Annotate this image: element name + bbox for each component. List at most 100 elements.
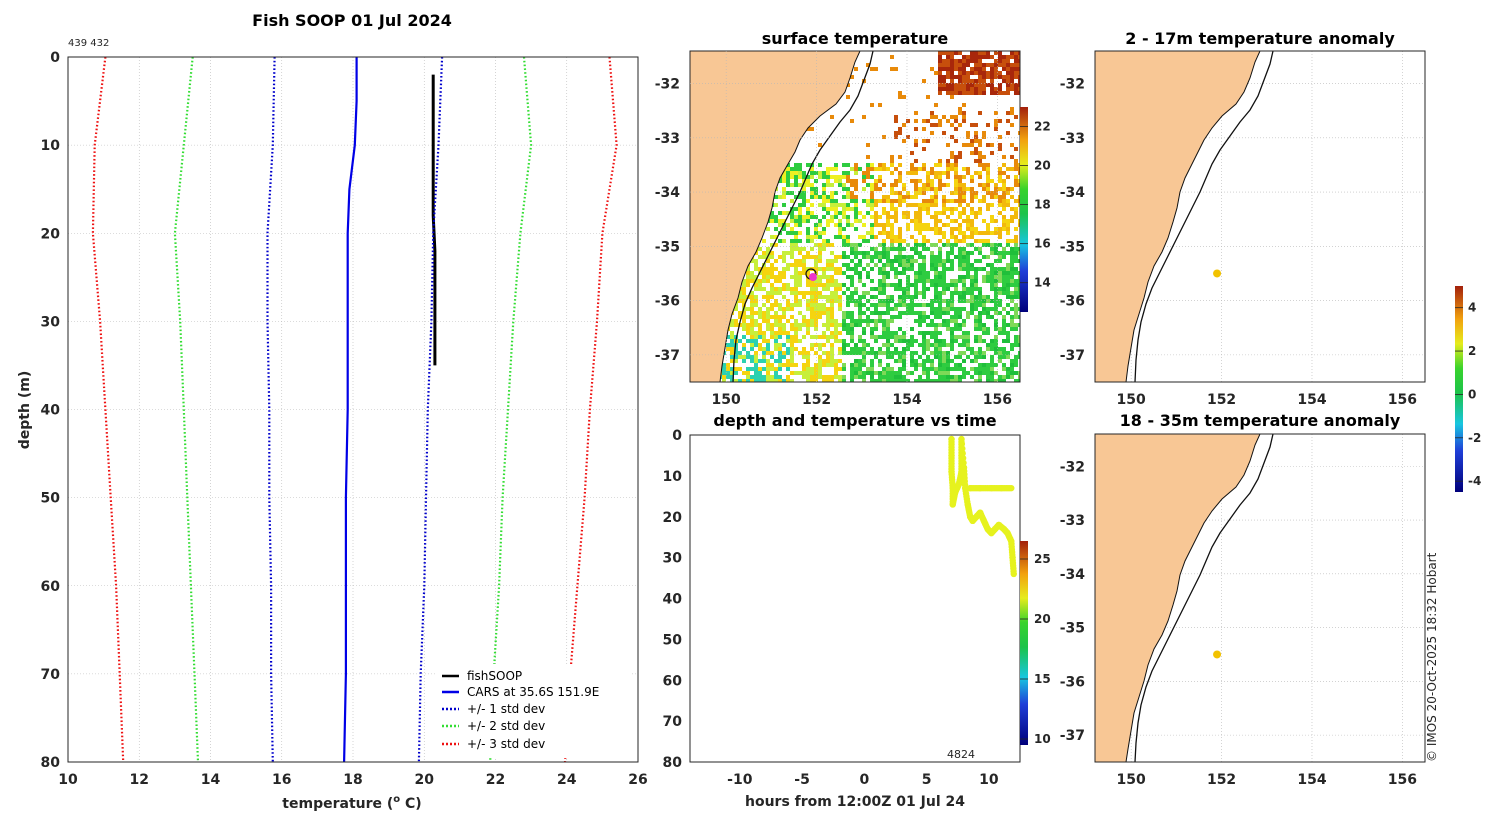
sst-pixel [930, 115, 934, 119]
sst-pixel [854, 195, 858, 199]
sst-pixel [790, 183, 794, 187]
sst-pixel [878, 299, 882, 303]
sst-pixel [910, 371, 914, 375]
sst-pixel [834, 271, 838, 275]
sst-pixel [838, 351, 842, 355]
sst-pixel [830, 183, 834, 187]
sst-pixel [962, 339, 966, 343]
sst-pixel [794, 347, 798, 351]
sst-pixel [758, 323, 762, 327]
sst-pixel [842, 203, 846, 207]
sst-pixel [982, 167, 986, 171]
sst-pixel [918, 191, 922, 195]
sst-pixel [922, 183, 926, 187]
sst-pixel [966, 255, 970, 259]
sst-pixel [866, 291, 870, 295]
sst-pixel [902, 379, 906, 382]
sst-pixel [786, 167, 790, 171]
sst-pixel [766, 299, 770, 303]
sst-pixel [818, 371, 822, 375]
sst-pixel [874, 295, 878, 299]
sst-pixel [878, 199, 882, 203]
sst-pixel [1002, 91, 1006, 95]
sst-pixel [730, 343, 734, 347]
sst-pixel [998, 143, 1002, 147]
sst-pixel [842, 211, 846, 215]
sst-pixel [754, 351, 758, 355]
sst-pixel [890, 315, 894, 319]
sst-pixel [946, 223, 950, 227]
sst-pixel [898, 335, 902, 339]
sst-pixel [746, 339, 750, 343]
sst-pixel [794, 239, 798, 243]
sst-pixel [814, 187, 818, 191]
sst-pixel [830, 259, 834, 263]
sst-pixel [730, 335, 734, 339]
sst-pixel [794, 319, 798, 323]
sst-pixel [1002, 215, 1006, 219]
sst-pixel [950, 319, 954, 323]
sst-pixel [1010, 363, 1014, 367]
sst-pixel [994, 71, 998, 75]
sst-pixel [794, 339, 798, 343]
sst-pixel [854, 299, 858, 303]
sst-pixel [834, 371, 838, 375]
sst-pixel [842, 171, 846, 175]
sst-pixel [926, 287, 930, 291]
sst-pixel [874, 327, 878, 331]
sst-pixel [890, 239, 894, 243]
sst-pixel [986, 167, 990, 171]
sst-pixel [946, 175, 950, 179]
sst-pixel [1014, 379, 1018, 382]
sst-pixel [778, 303, 782, 307]
sst-pixel [1010, 75, 1014, 79]
sst-pixel [930, 251, 934, 255]
sst-pixel [982, 331, 986, 335]
sst-pixel [786, 231, 790, 235]
sst-pixel [974, 83, 978, 87]
sst-pixel [1014, 279, 1018, 283]
sst-pixel [862, 363, 866, 367]
sst-pixel [970, 199, 974, 203]
sst-pixel [954, 239, 958, 243]
sst-pixel [778, 315, 782, 319]
sst-pixel [778, 375, 782, 379]
sst-pixel [882, 243, 886, 247]
sst-pixel [886, 223, 890, 227]
sst-pixel [982, 79, 986, 83]
sst-pixel [966, 315, 970, 319]
sst-pixel [850, 363, 854, 367]
sst-pixel [1002, 323, 1006, 327]
anomaly-upper-land [1095, 51, 1261, 382]
sst-pixel [794, 287, 798, 291]
sst-pixel [894, 179, 898, 183]
sst-pixel [818, 303, 822, 307]
sst-pixel [962, 263, 966, 267]
sst-pixel [838, 255, 842, 259]
sst-pixel [982, 51, 986, 55]
sst-pixel [994, 287, 998, 291]
sst-pixel [830, 219, 834, 223]
sst-pixel [810, 167, 814, 171]
sst-pixel [946, 371, 950, 375]
sst-pixel [890, 231, 894, 235]
sst-pixel [946, 343, 950, 347]
sst-pixel [1014, 327, 1018, 331]
sst-pixel [914, 291, 918, 295]
sst-pixel [1006, 63, 1010, 67]
sst-pixel [934, 307, 938, 311]
sst-pixel [874, 319, 878, 323]
sst-pixel [794, 215, 798, 219]
sst-pixel [730, 379, 734, 382]
sst-pixel [882, 199, 886, 203]
sst-pixel [802, 179, 806, 183]
sst-pixel [966, 343, 970, 347]
sst-pixel [790, 231, 794, 235]
sst-pixel [938, 91, 942, 95]
sst-pixel [898, 247, 902, 251]
sst-pixel [750, 339, 754, 343]
sst-pixel [886, 247, 890, 251]
sst-pixel [754, 303, 758, 307]
sst-pixel [998, 255, 1002, 259]
sst-pixel [942, 243, 946, 247]
